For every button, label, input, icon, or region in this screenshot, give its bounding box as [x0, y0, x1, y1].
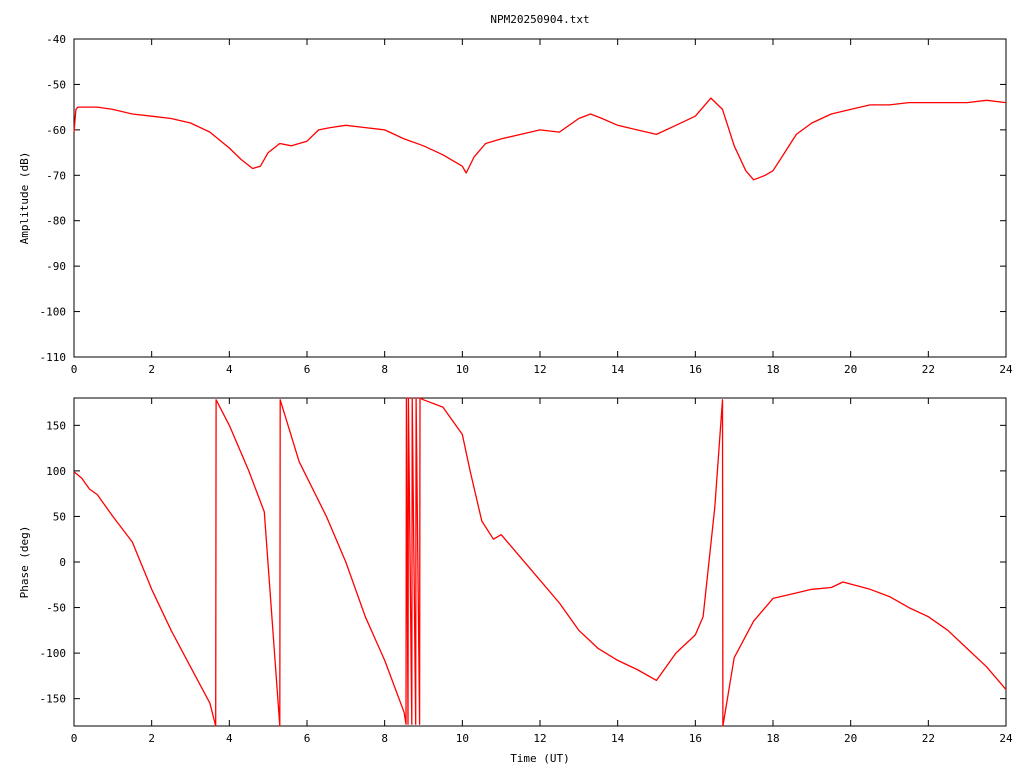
y-tick-label: -90	[46, 260, 66, 273]
y-tick-label: -40	[46, 33, 66, 46]
x-tick-label: 22	[922, 732, 935, 745]
x-tick-label: 12	[533, 363, 546, 376]
y-axis-title: Phase (deg)	[18, 526, 31, 599]
y-tick-label: 0	[59, 556, 66, 569]
x-tick-label: 4	[226, 363, 233, 376]
y-tick-label: -50	[46, 602, 66, 615]
y-tick-label: 100	[46, 465, 66, 478]
x-tick-label: 12	[533, 732, 546, 745]
y-tick-label: 150	[46, 419, 66, 432]
y-tick-label: 50	[53, 510, 66, 523]
amplitude-panel: 0 2 4 6 8 10 12 14 16 18 20 22 24-40-50-60-70-80-90-…	[18, 33, 1013, 376]
series-line	[73, 397, 1007, 727]
y-tick-label: -150	[40, 693, 67, 706]
x-tick-label: 24	[999, 732, 1013, 745]
x-tick-label: 20	[844, 732, 857, 745]
series-line	[73, 97, 1007, 181]
x-tick-label: 8	[381, 363, 388, 376]
x-tick-label: 18	[766, 732, 779, 745]
y-tick-label: -60	[46, 124, 66, 137]
x-tick-label: 0	[71, 732, 78, 745]
y-axis-title: Amplitude (dB)	[18, 152, 31, 245]
x-tick-label: 0	[71, 363, 78, 376]
x-tick-label: 6	[304, 363, 311, 376]
x-tick-label: 10	[456, 732, 469, 745]
y-tick-label: -100	[40, 306, 67, 319]
chart-title: NPM20250904.txt	[490, 13, 589, 26]
x-tick-label: 24	[999, 363, 1013, 376]
x-tick-label: 10	[456, 363, 469, 376]
y-tick-label: -70	[46, 169, 66, 182]
x-tick-label: 16	[689, 363, 702, 376]
plot-frame	[73, 397, 1007, 727]
x-tick-label: 16	[689, 732, 702, 745]
x-tick-label: 6	[304, 732, 311, 745]
x-tick-label: 14	[611, 363, 625, 376]
x-tick-label: 8	[381, 732, 388, 745]
y-tick-label: -110	[40, 351, 67, 364]
plot-frame	[73, 38, 1007, 358]
phase-panel: 0 2 4 6 8 10 12 14 16 18 20 22 24150100500-50-100-15…	[18, 397, 1013, 765]
x-axis-title: Time (UT)	[510, 752, 570, 765]
x-tick-label: 4	[226, 732, 233, 745]
x-tick-label: 2	[148, 732, 155, 745]
x-tick-label: 14	[611, 732, 625, 745]
x-tick-label: 20	[844, 363, 857, 376]
x-tick-label: 18	[766, 363, 779, 376]
y-tick-label: -100	[40, 647, 67, 660]
y-tick-label: -50	[46, 78, 66, 91]
x-tick-label: 2	[148, 363, 155, 376]
y-tick-label: -80	[46, 215, 66, 228]
x-tick-label: 22	[922, 363, 935, 376]
